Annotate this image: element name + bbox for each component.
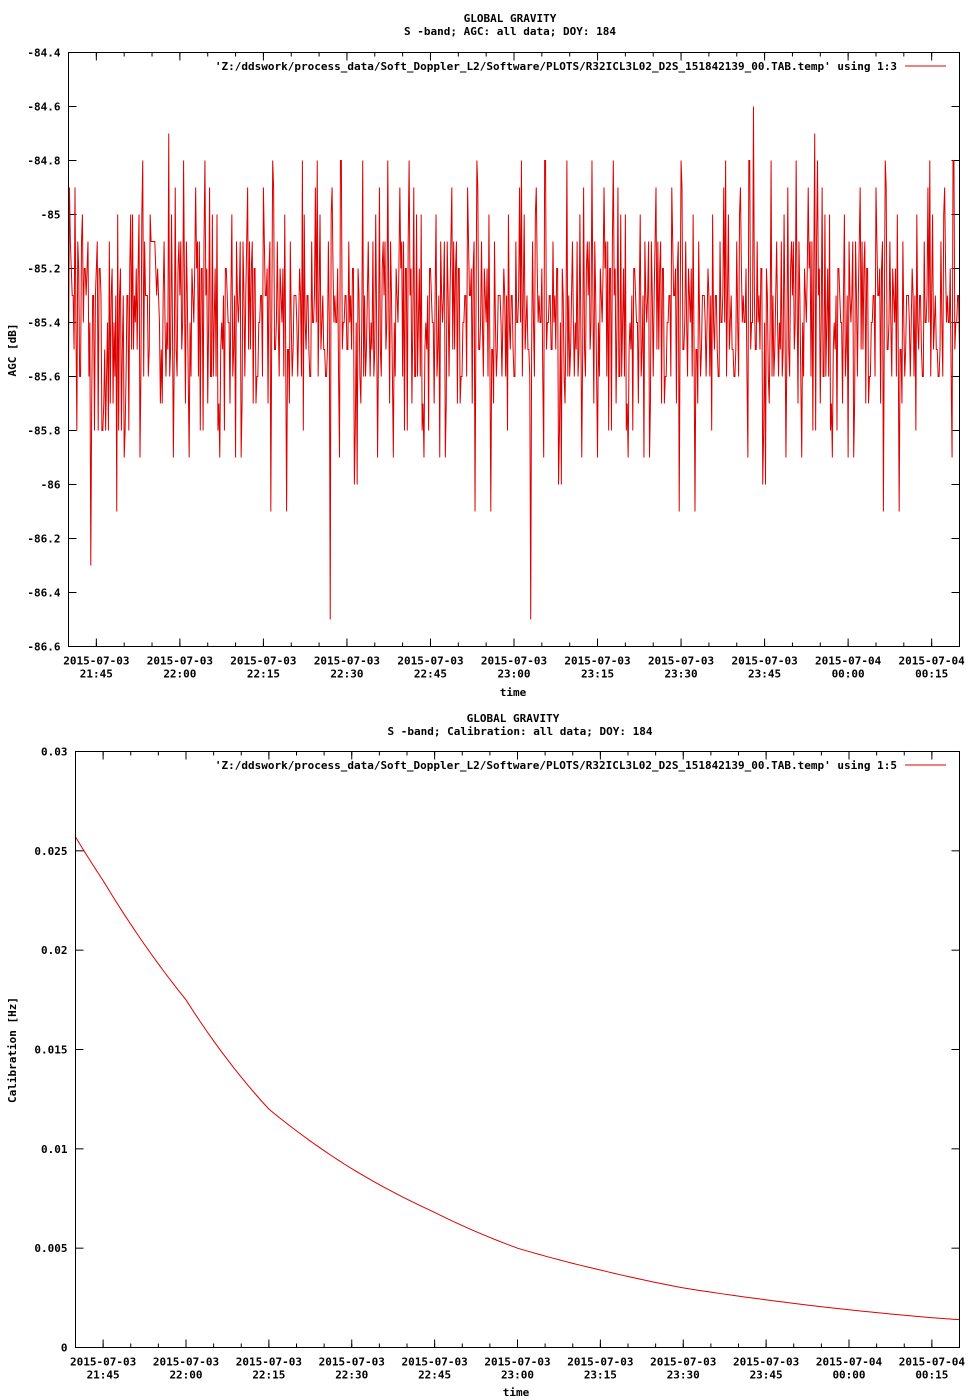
- calibration-x-tick-time: 22:30: [335, 1369, 368, 1382]
- calibration-plot-frame: [75, 751, 960, 1348]
- calibration-legend-label: 'Z:/ddswork/process_data/Soft_Doppler_L2…: [215, 759, 897, 772]
- calibration-x-tick-date: 2015-07-03: [153, 1356, 219, 1369]
- agc-x-tick-date: 2015-07-03: [481, 655, 547, 668]
- agc-x-tick-time: 23:00: [497, 668, 530, 681]
- calibration-x-tick-date: 2015-07-03: [650, 1356, 716, 1369]
- agc-x-tick-date: 2015-07-03: [397, 655, 463, 668]
- agc-y-tick-label: -85.2: [27, 263, 60, 276]
- agc-chart: GLOBAL GRAVITY S -band; AGC: all data; D…: [6, 12, 965, 699]
- agc-y-tick-label: -86: [41, 479, 61, 492]
- calibration-x-tick-date: 2015-07-04: [816, 1356, 883, 1369]
- calibration-x-tick-date: 2015-07-04: [899, 1356, 966, 1369]
- agc-x-tick-date: 2015-07-03: [314, 655, 380, 668]
- calibration-x-tick-date: 2015-07-03: [567, 1356, 633, 1369]
- calibration-chart-subtitle: S -band; Calibration: all data; DOY: 184: [388, 725, 653, 738]
- agc-series-line: [68, 106, 960, 620]
- agc-y-tick-label: -85.6: [27, 371, 60, 384]
- agc-x-tick-date: 2015-07-03: [147, 655, 213, 668]
- agc-y-tick-label: -84.6: [27, 101, 60, 114]
- calibration-x-tick-date: 2015-07-03: [319, 1356, 385, 1369]
- agc-x-tick-date: 2015-07-04: [815, 655, 882, 668]
- calibration-x-tick-time: 00:00: [832, 1369, 865, 1382]
- calibration-x-tick-date: 2015-07-03: [236, 1356, 302, 1369]
- calibration-x-tick-date: 2015-07-03: [70, 1356, 136, 1369]
- agc-axes: -84.4 -84.6 -84.8 -85 -85.2 -85.4 -85.6 -85.8 -8…: [27, 47, 965, 681]
- agc-y-tick-label: -84.4: [27, 47, 60, 60]
- calibration-x-tick-time: 23:45: [750, 1369, 783, 1382]
- agc-chart-subtitle: S -band; AGC: all data; DOY: 184: [404, 25, 616, 38]
- calibration-y-tick-label: 0.005: [34, 1242, 67, 1255]
- agc-x-tick-time: 22:30: [330, 668, 363, 681]
- calibration-y-tick-label: 0.015: [34, 1044, 67, 1057]
- agc-y-tick-label: -85.8: [27, 425, 60, 438]
- calibration-x-tick-date: 2015-07-03: [484, 1356, 550, 1369]
- agc-chart-title: GLOBAL GRAVITY: [464, 12, 557, 25]
- agc-x-tick-date: 2015-07-03: [648, 655, 714, 668]
- calibration-series-line: [75, 836, 960, 1321]
- agc-x-tick-time: 22:15: [247, 668, 280, 681]
- calibration-x-tick-time: 23:15: [584, 1369, 617, 1382]
- calibration-x-tick-time: 00:15: [915, 1369, 948, 1382]
- agc-x-tick-date: 2015-07-03: [230, 655, 296, 668]
- calibration-x-tick-time: 23:30: [667, 1369, 700, 1382]
- agc-x-tick-time: 22:00: [163, 668, 196, 681]
- agc-legend-label: 'Z:/ddswork/process_data/Soft_Doppler_L2…: [215, 60, 897, 73]
- agc-plot-frame: [68, 52, 960, 647]
- calibration-x-tick-time: 23:00: [501, 1369, 534, 1382]
- calibration-y-tick-label: 0.01: [41, 1143, 68, 1156]
- calibration-y-tick-label: 0: [61, 1342, 68, 1355]
- agc-x-tick-time: 21:45: [80, 668, 113, 681]
- agc-x-tick-date: 2015-07-03: [564, 655, 630, 668]
- agc-x-tick-date: 2015-07-03: [731, 655, 797, 668]
- agc-x-tick-date: 2015-07-04: [899, 655, 966, 668]
- calibration-y-axis-label: Calibration [Hz]: [6, 997, 19, 1103]
- agc-y-tick-label: -84.8: [27, 155, 60, 168]
- agc-x-tick-time: 23:45: [748, 668, 781, 681]
- agc-x-axis-label: time: [500, 686, 527, 699]
- calibration-y-tick-label: 0.03: [41, 746, 68, 759]
- agc-x-tick-time: 00:00: [832, 668, 865, 681]
- calibration-x-tick-time: 22:15: [252, 1369, 285, 1382]
- agc-y-tick-label: -86.4: [27, 587, 60, 600]
- calibration-x-tick-date: 2015-07-03: [402, 1356, 468, 1369]
- calibration-chart: GLOBAL GRAVITY S -band; Calibration: all…: [6, 712, 965, 1399]
- calibration-y-tick-label: 0.025: [34, 845, 67, 858]
- agc-y-axis-label: AGC [dB]: [6, 324, 19, 377]
- agc-x-tick-time: 23:15: [581, 668, 614, 681]
- calibration-chart-title: GLOBAL GRAVITY: [467, 712, 560, 725]
- agc-y-tick-label: -85.4: [27, 317, 60, 330]
- calibration-axes: 0.030.0250.020.0150.010.00502015-07-0321…: [34, 746, 965, 1382]
- agc-y-tick-label: -86.2: [27, 533, 60, 546]
- agc-x-tick-time: 22:45: [414, 668, 447, 681]
- agc-x-tick-date: 2015-07-03: [63, 655, 129, 668]
- calibration-x-tick-time: 21:45: [87, 1369, 120, 1382]
- agc-x-tick-time: 23:30: [665, 668, 698, 681]
- agc-y-tick-label: -86.6: [27, 641, 60, 654]
- calibration-x-tick-date: 2015-07-03: [733, 1356, 799, 1369]
- agc-x-tick-time: 00:15: [915, 668, 948, 681]
- calibration-x-axis-label: time: [503, 1386, 530, 1399]
- agc-y-tick-label: -85: [41, 209, 61, 222]
- calibration-x-tick-time: 22:45: [418, 1369, 451, 1382]
- calibration-x-tick-time: 22:00: [169, 1369, 202, 1382]
- calibration-y-tick-label: 0.02: [41, 944, 68, 957]
